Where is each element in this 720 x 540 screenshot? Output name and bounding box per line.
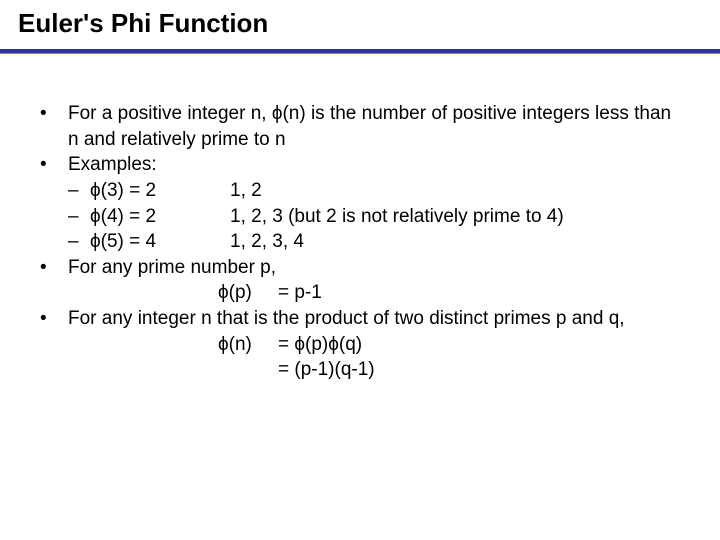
example-lhs: ϕ(5) = 4 bbox=[90, 229, 230, 255]
equation-rhs: = ϕ(p)ϕ(q) bbox=[278, 332, 680, 358]
equation-rhs: = p-1 bbox=[278, 280, 680, 306]
title-area: Euler's Phi Function bbox=[0, 0, 720, 45]
equation-row: ϕ(p) = p-1 bbox=[218, 280, 680, 306]
bullet-icon: • bbox=[40, 101, 68, 152]
bullet-text: Examples: bbox=[68, 152, 680, 178]
example-lhs: ϕ(4) = 2 bbox=[90, 204, 230, 230]
equation-product: ϕ(n) = ϕ(p)ϕ(q) = (p-1)(q-1) bbox=[68, 332, 680, 383]
equation-lhs: ϕ(p) bbox=[218, 280, 278, 306]
bullet-icon: • bbox=[40, 255, 68, 281]
example-rhs: 1, 2, 3 (but 2 is not relatively prime t… bbox=[230, 204, 680, 230]
bullet-text: For a positive integer n, ϕ(n) is the nu… bbox=[68, 101, 680, 152]
slide-title: Euler's Phi Function bbox=[18, 8, 702, 39]
bullet-product: • For any integer n that is the product … bbox=[40, 306, 680, 332]
example-lhs: ϕ(3) = 2 bbox=[90, 178, 230, 204]
bullet-text: For any integer n that is the product of… bbox=[68, 306, 680, 332]
equation-lhs bbox=[218, 357, 278, 383]
example-rhs: 1, 2 bbox=[230, 178, 680, 204]
example-rhs: 1, 2, 3, 4 bbox=[230, 229, 680, 255]
equation-row: ϕ(n) = ϕ(p)ϕ(q) bbox=[218, 332, 680, 358]
dash-icon: – bbox=[68, 178, 90, 204]
example-row: – ϕ(5) = 4 1, 2, 3, 4 bbox=[68, 229, 680, 255]
bullet-examples: • Examples: bbox=[40, 152, 680, 178]
slide: Euler's Phi Function • For a positive in… bbox=[0, 0, 720, 540]
dash-icon: – bbox=[68, 204, 90, 230]
bullet-text: For any prime number p, bbox=[68, 255, 680, 281]
content-area: • For a positive integer n, ϕ(n) is the … bbox=[0, 53, 720, 383]
equation-rhs: = (p-1)(q-1) bbox=[278, 357, 680, 383]
bullet-icon: • bbox=[40, 306, 68, 332]
equation-lhs: ϕ(n) bbox=[218, 332, 278, 358]
bullet-prime: • For any prime number p, bbox=[40, 255, 680, 281]
bullet-icon: • bbox=[40, 152, 68, 178]
example-row: – ϕ(4) = 2 1, 2, 3 (but 2 is not relativ… bbox=[68, 204, 680, 230]
equation-row: = (p-1)(q-1) bbox=[218, 357, 680, 383]
equation-prime: ϕ(p) = p-1 bbox=[68, 280, 680, 306]
bullet-definition: • For a positive integer n, ϕ(n) is the … bbox=[40, 101, 680, 152]
example-row: – ϕ(3) = 2 1, 2 bbox=[68, 178, 680, 204]
dash-icon: – bbox=[68, 229, 90, 255]
